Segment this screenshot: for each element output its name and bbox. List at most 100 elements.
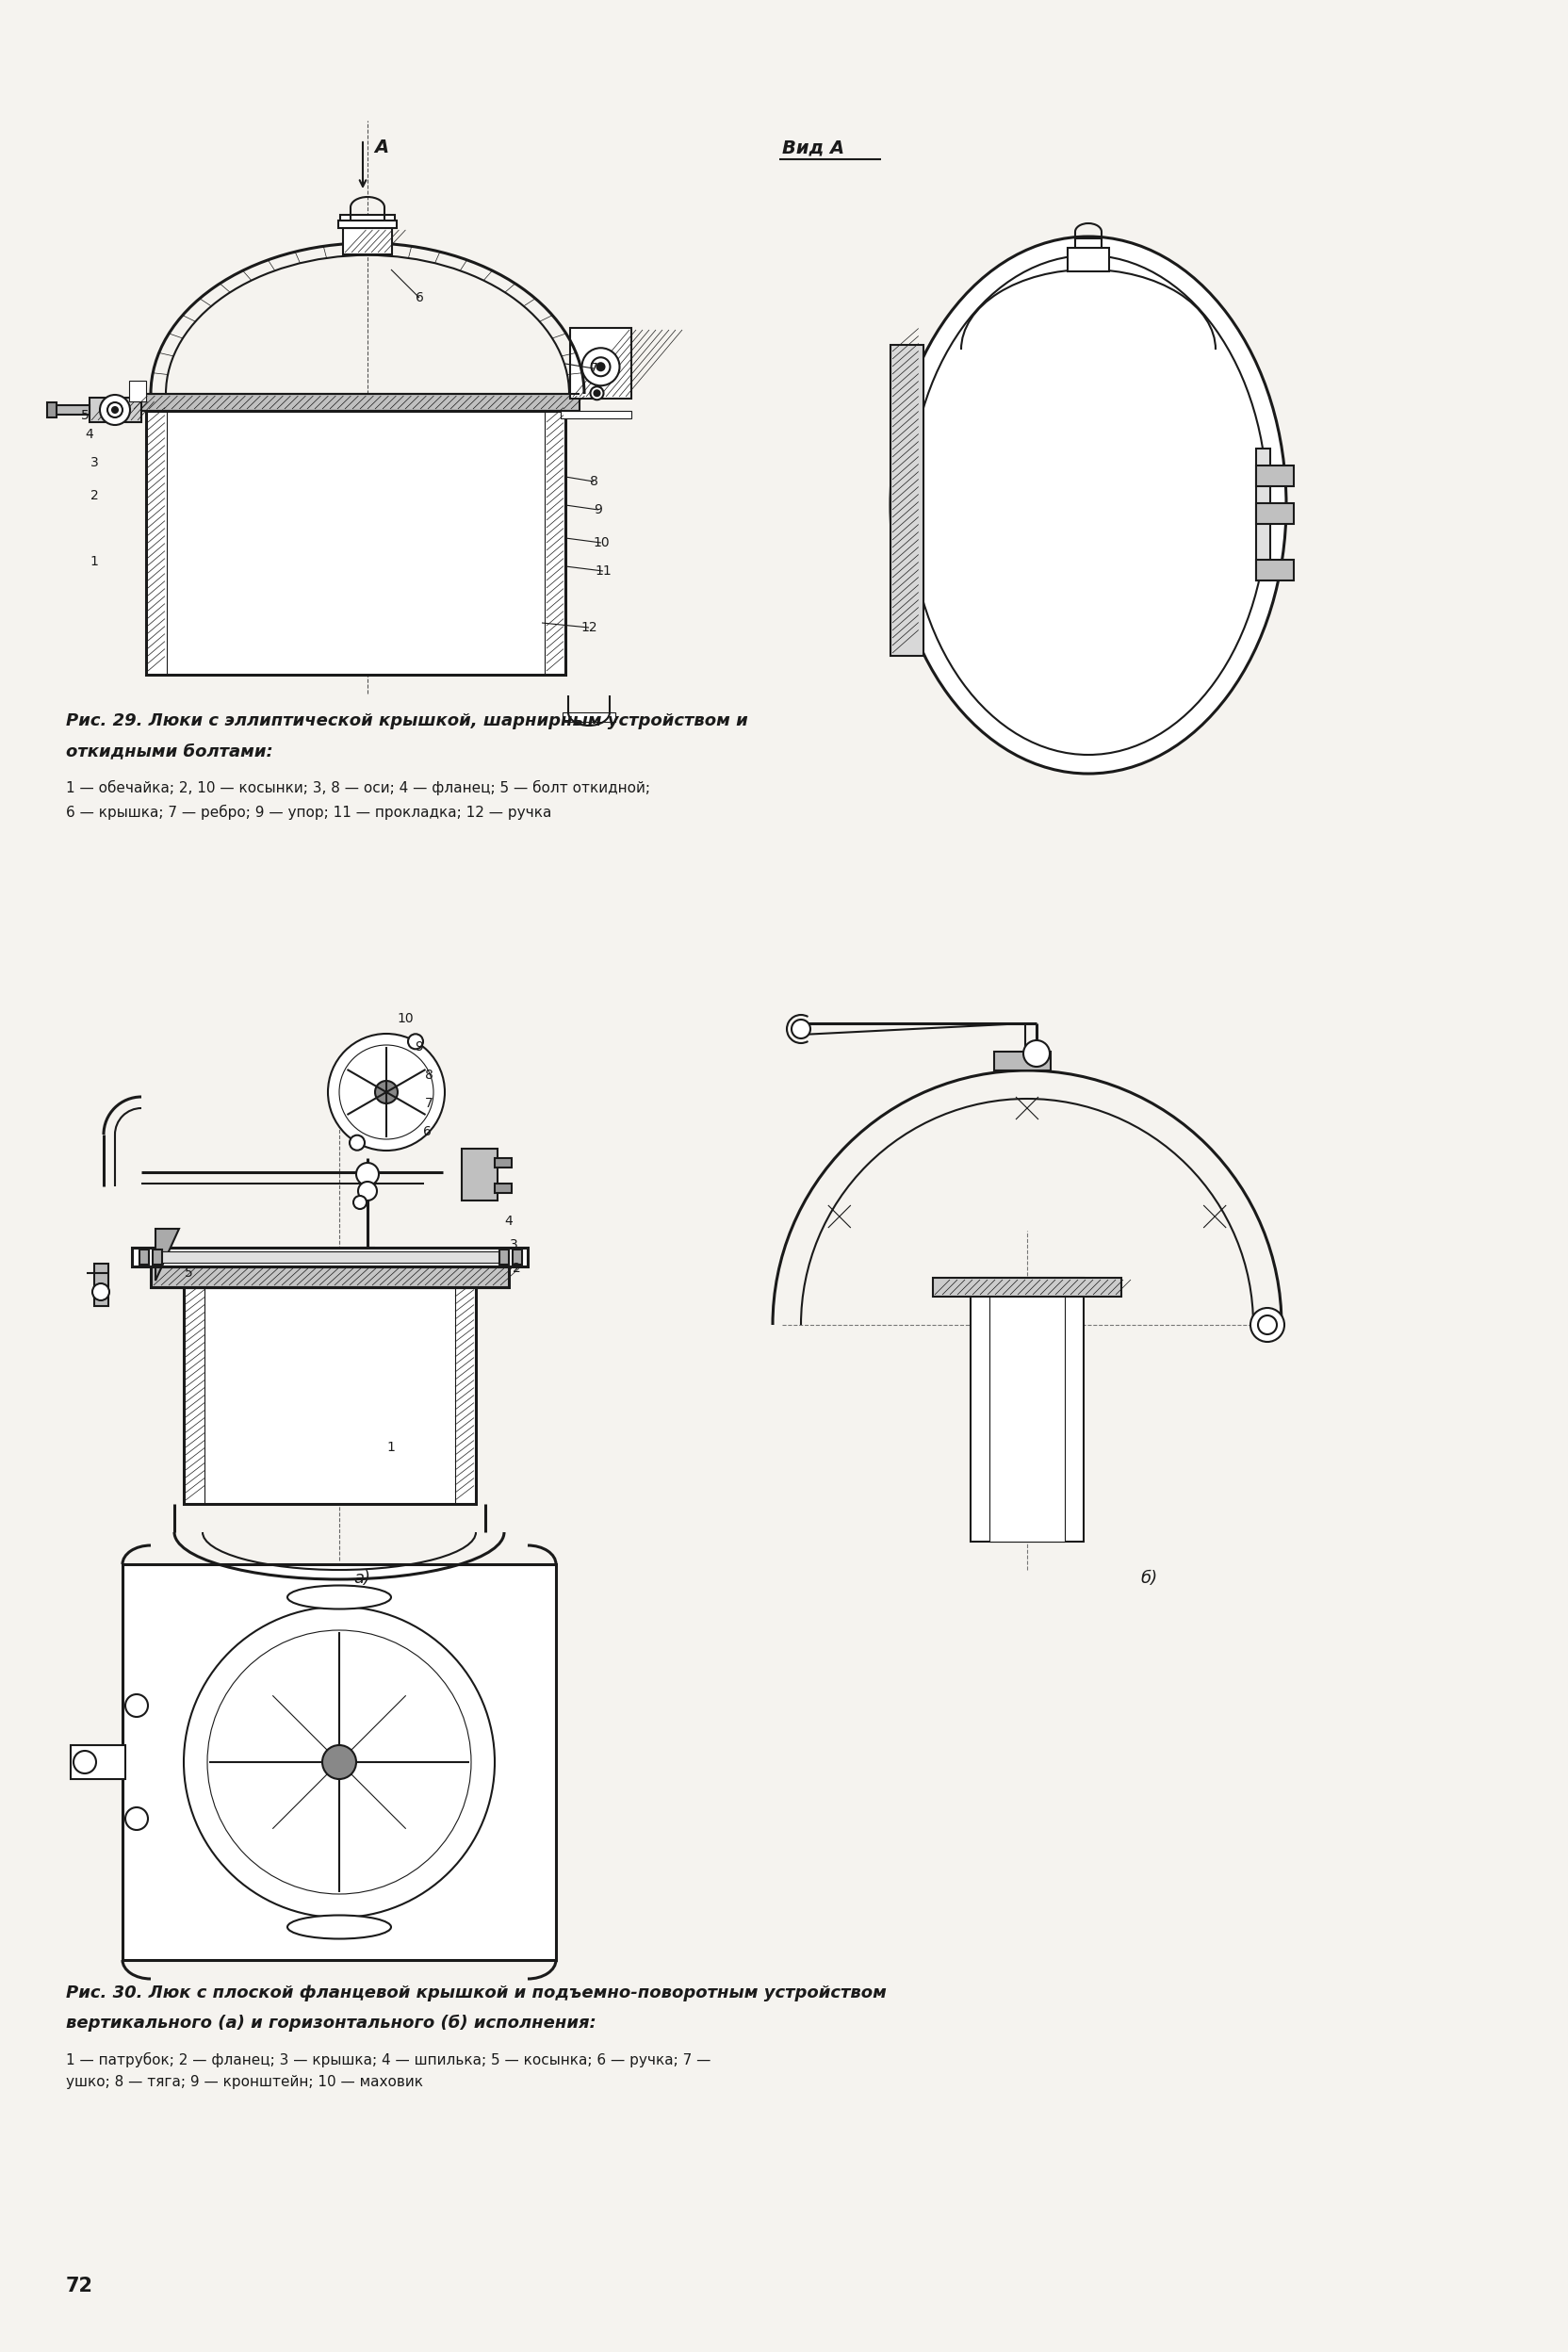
Circle shape	[328, 1035, 445, 1150]
Circle shape	[358, 1181, 376, 1200]
Text: 6: 6	[423, 1124, 431, 1138]
Text: 4: 4	[505, 1214, 513, 1228]
Text: 5: 5	[185, 1265, 193, 1279]
Bar	[94, 1263, 108, 1305]
Ellipse shape	[909, 256, 1267, 755]
Ellipse shape	[891, 238, 1286, 774]
Bar	[1256, 466, 1294, 487]
Circle shape	[1250, 1308, 1284, 1343]
Text: 1: 1	[89, 555, 99, 569]
Bar	[495, 1183, 511, 1192]
Bar	[47, 402, 56, 416]
Bar	[343, 228, 392, 254]
Text: ушко; 8 — тяга; 9 — кронштейн; 10 — маховик: ушко; 8 — тяга; 9 — кронштейн; 10 — махо…	[66, 2074, 423, 2089]
Text: 3: 3	[89, 456, 99, 470]
Text: откидными болтами:: откидными болтами:	[66, 743, 273, 760]
Polygon shape	[155, 1228, 179, 1279]
Circle shape	[339, 1044, 433, 1138]
Bar	[933, 1277, 1121, 1296]
Text: 9: 9	[594, 503, 602, 517]
Text: Рис. 29. Люки с эллиптической крышкой, шарнирным устройством и: Рис. 29. Люки с эллиптической крышкой, ш…	[66, 713, 748, 729]
Text: 12: 12	[580, 621, 597, 635]
Text: 10: 10	[593, 536, 610, 550]
Text: А: А	[375, 139, 389, 155]
Circle shape	[591, 386, 604, 400]
Text: Вид А: Вид А	[782, 139, 845, 158]
Bar	[152, 1249, 162, 1265]
Bar	[122, 1564, 557, 1959]
Text: 8: 8	[590, 475, 597, 489]
Circle shape	[183, 1606, 495, 1917]
Circle shape	[74, 1750, 96, 1773]
Text: 1 — патрубок; 2 — фланец; 3 — крышка; 4 — шпилька; 5 — косынка; 6 — ручка; 7 —: 1 — патрубок; 2 — фланец; 3 — крышка; 4 …	[66, 2053, 710, 2067]
Circle shape	[108, 402, 122, 416]
Text: Рис. 30. Люк с плоской фланцевой крышкой и подъемно-поворотным устройством: Рис. 30. Люк с плоской фланцевой крышкой…	[66, 1985, 886, 2002]
Bar	[146, 412, 566, 675]
Circle shape	[353, 1195, 367, 1209]
Circle shape	[356, 1162, 379, 1185]
Bar	[183, 1287, 475, 1503]
Text: 9: 9	[416, 1040, 423, 1054]
Bar	[495, 1157, 511, 1167]
Bar	[971, 1277, 1083, 1541]
Bar	[994, 1051, 1051, 1070]
Bar	[339, 221, 397, 228]
Circle shape	[323, 1745, 356, 1778]
Text: 7: 7	[425, 1096, 433, 1110]
Text: 1: 1	[387, 1442, 395, 1454]
Bar	[461, 1148, 497, 1200]
Bar	[1076, 238, 1102, 247]
Text: 4: 4	[85, 428, 94, 442]
Bar	[71, 1745, 125, 1778]
Bar	[340, 214, 395, 221]
Bar	[1256, 560, 1294, 581]
Bar	[151, 1265, 510, 1287]
Text: вертикального (а) и горизонтального (б) исполнения:: вертикального (а) и горизонтального (б) …	[66, 2016, 596, 2032]
Circle shape	[1258, 1315, 1276, 1334]
Bar	[140, 1249, 149, 1265]
Text: 2: 2	[513, 1261, 521, 1275]
Circle shape	[125, 1693, 147, 1717]
Text: 6 — крышка; 7 — ребро; 9 — упор; 11 — прокладка; 12 — ручка: 6 — крышка; 7 — ребро; 9 — упор; 11 — пр…	[66, 804, 552, 821]
Bar	[1256, 449, 1270, 581]
Text: б): б)	[1140, 1569, 1157, 1588]
Circle shape	[591, 358, 610, 376]
Circle shape	[792, 1018, 811, 1040]
Text: 72: 72	[66, 2277, 93, 2296]
Bar	[1068, 247, 1109, 270]
Bar	[500, 1249, 510, 1265]
Circle shape	[594, 390, 601, 395]
Circle shape	[408, 1035, 423, 1049]
Circle shape	[582, 348, 619, 386]
Text: 5: 5	[80, 409, 89, 421]
Circle shape	[375, 1082, 398, 1103]
Text: 10: 10	[397, 1011, 414, 1025]
Circle shape	[113, 407, 118, 412]
Text: 1 — обечайка; 2, 10 — косынки; 3, 8 — оси; 4 — фланец; 5 — болт откидной;: 1 — обечайка; 2, 10 — косынки; 3, 8 — ос…	[66, 781, 651, 795]
Bar	[152, 1251, 506, 1263]
Circle shape	[100, 395, 130, 426]
Circle shape	[350, 1136, 365, 1150]
Text: 7: 7	[590, 362, 597, 374]
Circle shape	[93, 1284, 110, 1301]
Bar	[132, 393, 580, 412]
Text: 8: 8	[425, 1068, 433, 1082]
Bar	[1256, 503, 1294, 524]
Bar	[563, 713, 615, 722]
Bar	[53, 405, 89, 414]
Text: а): а)	[353, 1569, 370, 1588]
Bar	[89, 397, 141, 421]
Circle shape	[1024, 1040, 1049, 1068]
Bar	[989, 1277, 1065, 1541]
Circle shape	[207, 1630, 470, 1893]
Bar	[132, 1247, 528, 1265]
Bar	[571, 327, 632, 397]
Ellipse shape	[287, 1915, 390, 1938]
Circle shape	[597, 362, 605, 372]
Text: 11: 11	[594, 564, 612, 579]
Circle shape	[125, 1806, 147, 1830]
Bar	[129, 381, 146, 402]
Ellipse shape	[287, 1585, 390, 1609]
Bar	[561, 412, 632, 419]
Text: 2: 2	[89, 489, 99, 503]
